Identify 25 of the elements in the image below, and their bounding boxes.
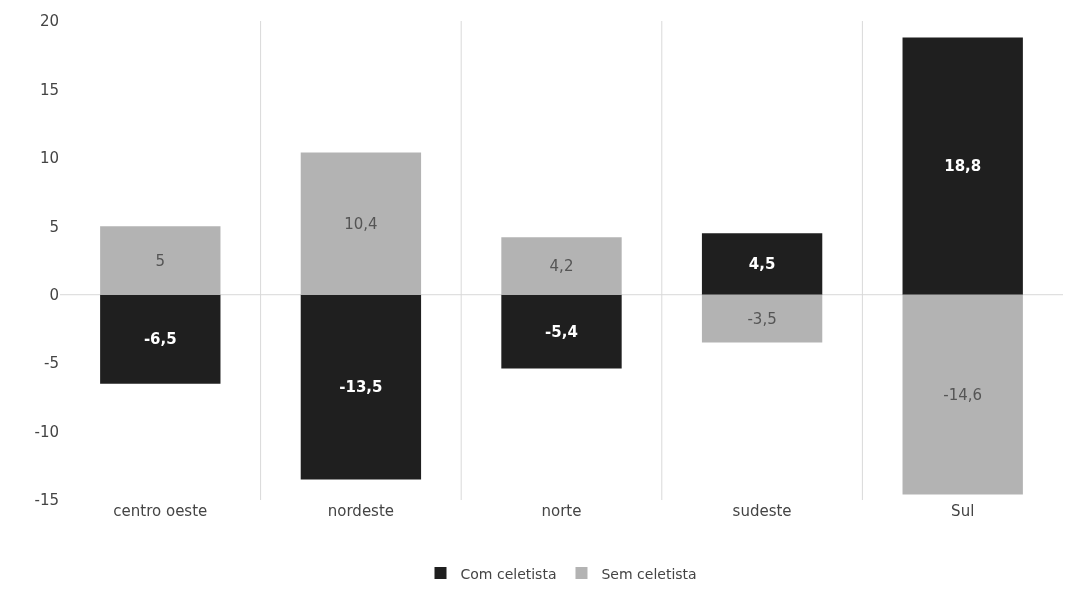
y-tick-label: 15 [39,80,59,99]
y-tick-label: -15 [34,491,59,510]
data-label: -3,5 [747,309,777,328]
y-tick-label: 0 [49,285,59,304]
legend-label: Com celetista [460,565,557,582]
y-tick-label: 5 [49,217,59,236]
data-label: -6,5 [143,330,177,349]
y-tick-label: -10 [34,422,59,441]
data-label: 5 [155,251,166,270]
data-label: 18,8 [944,157,982,176]
x-tick-label: nordeste [327,502,395,520]
x-tick-label: centro oeste [113,502,208,520]
data-label: 4,2 [549,256,574,275]
data-label: -5,4 [545,322,578,341]
data-label: 10,4 [344,214,378,233]
data-label: -13,5 [339,378,383,397]
legend-label: Sem celetista [601,565,697,582]
x-tick-label: Sul [951,502,975,520]
y-tick-label: -5 [44,354,59,373]
data-label: -14,6 [943,385,983,404]
y-tick-label: 20 [39,12,59,31]
x-tick-label: norte [541,502,582,520]
x-tick-label: sudeste [732,502,792,520]
data-label: 4,5 [748,254,776,273]
y-tick-label: 10 [39,149,59,168]
